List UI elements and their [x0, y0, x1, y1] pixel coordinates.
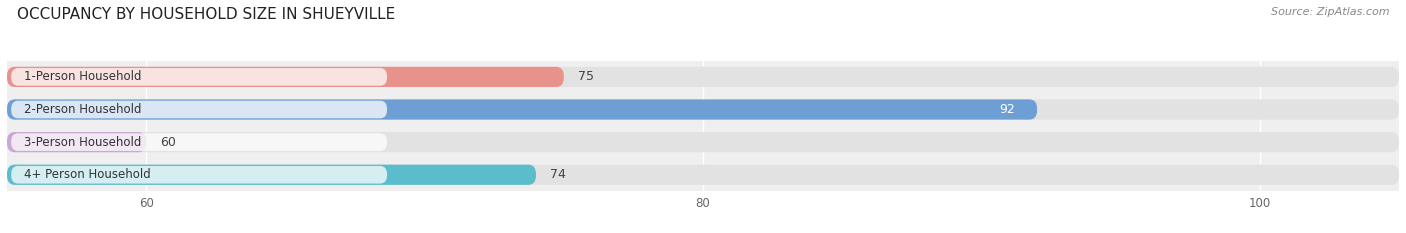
FancyBboxPatch shape — [11, 133, 387, 151]
Text: 4+ Person Household: 4+ Person Household — [24, 168, 150, 181]
Text: 60: 60 — [160, 136, 176, 149]
FancyBboxPatch shape — [7, 132, 1399, 152]
FancyBboxPatch shape — [7, 99, 1038, 120]
Text: 2-Person Household: 2-Person Household — [24, 103, 141, 116]
FancyBboxPatch shape — [7, 67, 564, 87]
FancyBboxPatch shape — [11, 68, 387, 86]
FancyBboxPatch shape — [7, 132, 146, 152]
Text: Source: ZipAtlas.com: Source: ZipAtlas.com — [1271, 7, 1389, 17]
Text: 3-Person Household: 3-Person Household — [24, 136, 141, 149]
Text: OCCUPANCY BY HOUSEHOLD SIZE IN SHUEYVILLE: OCCUPANCY BY HOUSEHOLD SIZE IN SHUEYVILL… — [17, 7, 395, 22]
FancyBboxPatch shape — [7, 165, 536, 185]
Text: 74: 74 — [550, 168, 565, 181]
FancyBboxPatch shape — [7, 67, 1399, 87]
Text: 1-Person Household: 1-Person Household — [24, 70, 141, 83]
FancyBboxPatch shape — [7, 99, 1399, 120]
Text: 75: 75 — [578, 70, 593, 83]
FancyBboxPatch shape — [7, 165, 1399, 185]
FancyBboxPatch shape — [11, 166, 387, 184]
Text: 92: 92 — [1000, 103, 1015, 116]
FancyBboxPatch shape — [11, 101, 387, 118]
